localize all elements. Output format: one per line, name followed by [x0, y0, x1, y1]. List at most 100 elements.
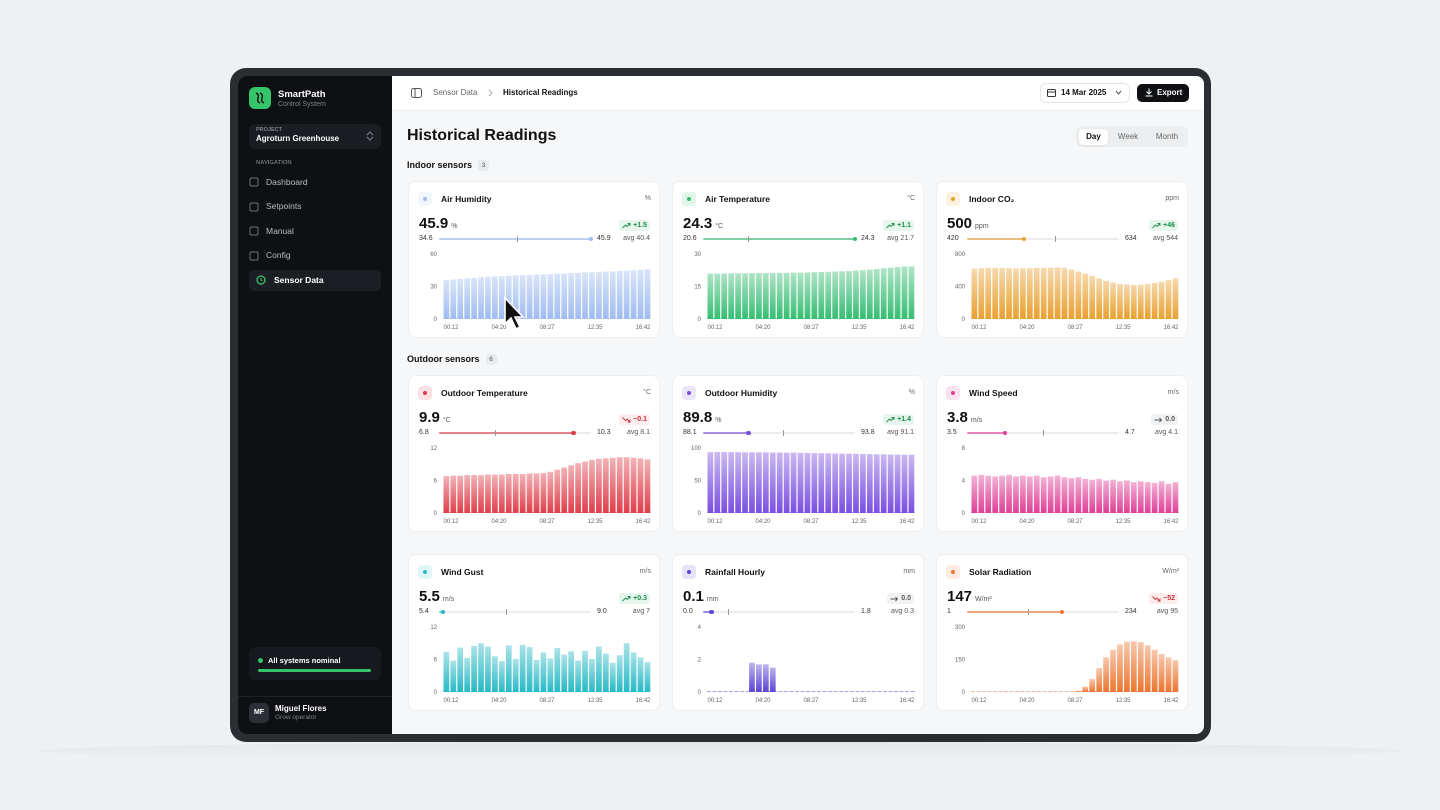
- card-unit: °C: [907, 194, 915, 202]
- nav-item[interactable]: Config: [266, 250, 291, 261]
- range-min: 3.5: [947, 428, 957, 436]
- bar: [519, 644, 526, 692]
- bar: [1103, 280, 1109, 319]
- status-text: All systems nominal: [268, 655, 341, 665]
- x-tick-label: 08:27: [803, 519, 819, 525]
- range-current-dot: [588, 236, 594, 241]
- bar: [992, 267, 999, 319]
- nav-item[interactable]: Setpoints: [266, 201, 302, 212]
- bar: [1144, 482, 1151, 513]
- device-shadow: [40, 742, 1400, 760]
- bar: [630, 652, 637, 692]
- bar: [478, 643, 484, 692]
- x-tick-label: 16:42: [635, 698, 651, 704]
- range-option[interactable]: Month: [1155, 131, 1179, 141]
- bar: [1124, 284, 1130, 319]
- nav-item[interactable]: Dashboard: [266, 176, 308, 187]
- bar: [1026, 476, 1033, 513]
- bar: [790, 452, 797, 513]
- bar: [478, 277, 484, 319]
- x-tick-label: 16:42: [899, 698, 915, 704]
- range-option[interactable]: Day: [1086, 131, 1101, 141]
- export-text: Export: [1157, 88, 1183, 98]
- bar-chart: 0 50 100 00:12 04:20 08:27 12:35 16:42: [691, 446, 915, 525]
- x-tick-label: 08:27: [803, 325, 819, 331]
- bar: [630, 457, 637, 513]
- avg-value: 21.7: [900, 234, 914, 242]
- y-tick-label: 0: [962, 690, 966, 696]
- x-tick-label: 00:12: [971, 698, 987, 704]
- nav-item[interactable]: Sensor Data: [274, 274, 324, 285]
- bar: [554, 273, 561, 319]
- bar: [485, 276, 491, 319]
- y-tick-label: 2: [698, 658, 702, 664]
- card-icon-dot: [423, 197, 427, 201]
- nav-item[interactable]: Manual: [266, 225, 294, 236]
- y-tick-label: 6: [434, 479, 438, 485]
- sensor-card: Indoor CO₂ ppm 500 ppm +46 420 634 avg 544 0 400 80…: [936, 181, 1188, 338]
- bar: [602, 271, 609, 319]
- trend-badge: +0.3: [619, 593, 650, 604]
- range-active-bg: [1079, 128, 1108, 145]
- date-picker[interactable]: [1040, 83, 1130, 103]
- range-avg-tick: [1042, 429, 1044, 436]
- bar: [589, 459, 595, 513]
- sensor-card: Air Humidity% 45.9% +1.5 34.6 45.9 avg 40.4 0 30…: [408, 181, 660, 338]
- breadcrumb-item[interactable]: Sensor Data: [433, 88, 478, 98]
- bar: [1165, 657, 1172, 692]
- x-tick-label: 16:42: [1163, 519, 1179, 525]
- export-button[interactable]: [1137, 84, 1189, 102]
- current-unit: °C: [715, 223, 724, 230]
- bar: [589, 658, 595, 692]
- bar: [762, 452, 769, 513]
- section-count-bg: [478, 159, 490, 171]
- calendar-icon: [1047, 89, 1056, 97]
- bar: [505, 645, 512, 692]
- bar: [623, 270, 630, 319]
- bar: [1096, 668, 1103, 692]
- bar: [644, 269, 651, 319]
- bar: [1096, 478, 1103, 513]
- y-tick-label: 30: [430, 285, 437, 291]
- bar: [464, 475, 471, 513]
- y-tick-label: 0: [698, 690, 702, 696]
- bar: [1089, 479, 1096, 513]
- bar: [1165, 483, 1172, 513]
- bar: [478, 475, 484, 513]
- range-avg: avg 95: [1157, 608, 1178, 615]
- y-tick-label: 4: [698, 625, 702, 631]
- bar: [978, 268, 985, 319]
- project-selector[interactable]: [249, 124, 381, 149]
- x-tick-label: 12:35: [851, 519, 867, 525]
- bar: [832, 453, 839, 513]
- bar: [443, 651, 450, 692]
- bar: [825, 453, 832, 513]
- bar-chart: 0 4 8 00:12 04:20 08:27 12:35 16:42: [962, 446, 1180, 525]
- range-current-dot: [746, 430, 751, 435]
- y-tick-label: 50: [694, 479, 701, 485]
- bar: [575, 463, 581, 513]
- card-title: Indoor CO₂: [969, 193, 1015, 204]
- bar: [464, 278, 471, 319]
- x-tick-label: 00:12: [971, 519, 987, 525]
- trend-arrow: [1154, 417, 1163, 422]
- range-fill: [439, 237, 591, 240]
- x-tick-label: 16:42: [899, 325, 915, 331]
- x-tick-label: 08:27: [539, 519, 555, 525]
- bar: [602, 458, 609, 513]
- trend-badge: −0.1: [619, 414, 650, 425]
- bar: [728, 452, 735, 513]
- y-tick-label: 12: [430, 446, 437, 452]
- sensor-card: Wind Speed m/s 3.8 m/s 0.0 3.5 4.7 avg 4.1 0 4 8 00:…: [936, 375, 1188, 532]
- range-option[interactable]: Week: [1117, 131, 1139, 141]
- avg-label: avg: [632, 607, 645, 615]
- bar: [832, 271, 839, 319]
- bar: [1158, 654, 1165, 692]
- card-unit: %: [644, 194, 651, 202]
- bar: [999, 475, 1005, 513]
- range-min: 20.6: [683, 234, 697, 242]
- sidebar-toggle: [411, 88, 422, 98]
- current-reading: 89.8%: [683, 409, 721, 426]
- sensor-card: Wind Gust m/s 5.5 m/s +0.3 5.4 9.0 avg 7 0 6 12 00:1…: [408, 554, 660, 711]
- bar: [756, 664, 762, 692]
